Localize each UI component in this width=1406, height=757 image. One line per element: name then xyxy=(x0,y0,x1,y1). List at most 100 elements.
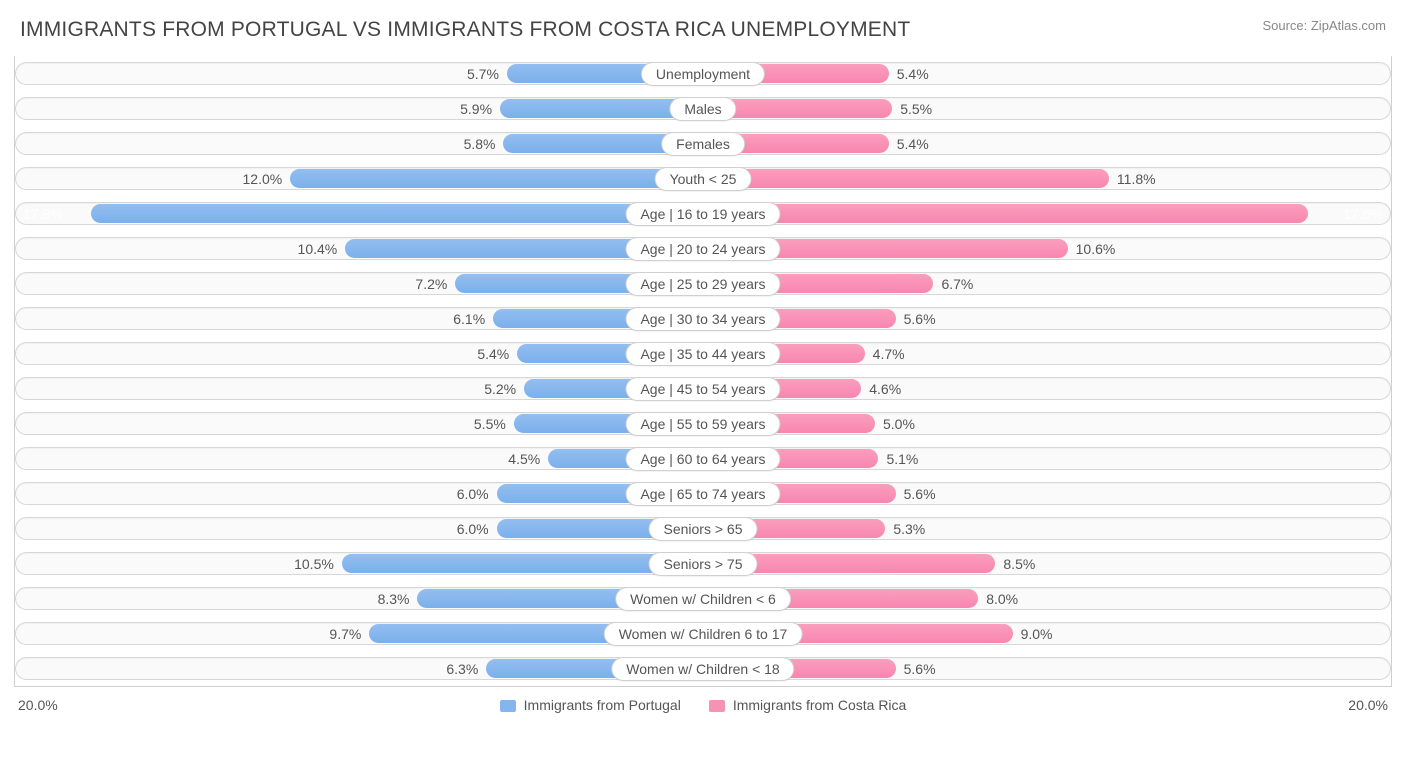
chart-value-right: 5.6% xyxy=(896,476,936,511)
legend-swatch-left xyxy=(500,700,516,712)
chart-value-left: 5.5% xyxy=(474,406,514,441)
chart-half-left: 7.2% xyxy=(15,266,703,301)
chart-half-right: 4.7% xyxy=(703,336,1391,371)
chart-value-right: 8.0% xyxy=(978,581,1018,616)
chart-row: 5.8% 5.4% Females xyxy=(15,126,1391,161)
chart-category-label: Women w/ Children 6 to 17 xyxy=(604,622,803,646)
chart-category-label: Females xyxy=(661,132,745,156)
chart-bar-right xyxy=(703,204,1308,223)
chart-row: 4.5% 5.1%Age | 60 to 64 years xyxy=(15,441,1391,476)
chart-half-left: 4.5% xyxy=(15,441,703,476)
chart-value-right: 10.6% xyxy=(1068,231,1116,266)
chart-value-right: 4.6% xyxy=(861,371,901,406)
chart-half-right: 5.6% xyxy=(703,651,1391,686)
chart-value-right: 5.6% xyxy=(896,301,936,336)
chart-category-label: Age | 20 to 24 years xyxy=(625,237,780,261)
chart-half-right: 4.6% xyxy=(703,371,1391,406)
chart-half-left: 5.8% xyxy=(15,126,703,161)
chart-row: 5.4% 4.7% Age | 35 to 44 years xyxy=(15,336,1391,371)
chart-legend: Immigrants from Portugal Immigrants from… xyxy=(500,697,907,713)
chart-category-label: Age | 35 to 44 years xyxy=(625,342,780,366)
chart-half-right: 5.1% xyxy=(703,441,1391,476)
chart-row: 5.5%5.0%Age | 55 to 59 years xyxy=(15,406,1391,441)
chart-value-left: 7.2% xyxy=(415,266,455,301)
chart-half-right: 8.5% xyxy=(703,546,1391,581)
chart-half-left: 6.0% xyxy=(15,511,703,546)
chart-half-left: 12.0% xyxy=(15,161,703,196)
chart-value-right: 5.4% xyxy=(889,126,929,161)
chart-value-right: 4.7% xyxy=(865,336,905,371)
chart-bar-right xyxy=(703,169,1109,188)
chart-value-left: 6.1% xyxy=(453,301,493,336)
legend-swatch-right xyxy=(709,700,725,712)
chart-value-left: 4.5% xyxy=(508,441,548,476)
chart-row: 6.3%5.6%Women w/ Children < 18 xyxy=(15,651,1391,686)
chart-half-right: 9.0% xyxy=(703,616,1391,651)
chart-value-right: 5.3% xyxy=(885,511,925,546)
chart-half-left: 5.2% xyxy=(15,371,703,406)
chart-half-left: 8.3% xyxy=(15,581,703,616)
chart-category-label: Youth < 25 xyxy=(655,167,752,191)
chart-half-right: 5.4% xyxy=(703,56,1391,91)
chart-row: 6.1% 5.6% Age | 30 to 34 years xyxy=(15,301,1391,336)
chart-row: 9.7% 9.0% Women w/ Children 6 to 17 xyxy=(15,616,1391,651)
chart-row: 5.2% 4.6% Age | 45 to 54 years xyxy=(15,371,1391,406)
chart-half-right: 11.8% xyxy=(703,161,1391,196)
chart-value-left: 5.4% xyxy=(477,336,517,371)
chart-value-left: 5.7% xyxy=(467,56,507,91)
chart-value-right: 5.4% xyxy=(889,56,929,91)
chart-category-label: Unemployment xyxy=(641,62,765,86)
chart-half-left: 5.5% xyxy=(15,406,703,441)
chart-row: 6.0%5.6%Age | 65 to 74 years xyxy=(15,476,1391,511)
chart-half-right: 5.5% xyxy=(703,91,1391,126)
legend-item-left: Immigrants from Portugal xyxy=(500,697,681,713)
chart-category-label: Age | 45 to 54 years xyxy=(625,377,780,401)
chart-half-left: 5.7% xyxy=(15,56,703,91)
chart-value-right: 8.5% xyxy=(995,546,1035,581)
chart-half-left: 9.7% xyxy=(15,616,703,651)
chart-half-right: 10.6% xyxy=(703,231,1391,266)
chart-row: 5.7% 5.4% Unemployment xyxy=(15,56,1391,91)
axis-max-right: 20.0% xyxy=(1348,697,1388,713)
axis-max-left: 20.0% xyxy=(18,697,58,713)
chart-half-left: 6.1% xyxy=(15,301,703,336)
chart-value-left: 17.8% xyxy=(23,196,71,231)
chart-category-label: Age | 30 to 34 years xyxy=(625,307,780,331)
chart-category-label: Women w/ Children < 6 xyxy=(615,587,791,611)
chart-half-left: 5.9% xyxy=(15,91,703,126)
chart-category-label: Age | 16 to 19 years xyxy=(625,202,780,226)
chart-value-right: 11.8% xyxy=(1109,161,1156,196)
chart-value-right: 9.0% xyxy=(1013,616,1053,651)
chart-value-left: 6.3% xyxy=(446,651,486,686)
source-name: ZipAtlas.com xyxy=(1311,18,1386,33)
chart-half-right: 17.6% xyxy=(703,196,1391,231)
chart-value-left: 5.2% xyxy=(484,371,524,406)
chart-bar-left xyxy=(290,169,703,188)
chart-row: 7.2% 6.7% Age | 25 to 29 years xyxy=(15,266,1391,301)
chart-row: 10.5%8.5%Seniors > 75 xyxy=(15,546,1391,581)
chart-value-left: 6.0% xyxy=(457,511,497,546)
chart-value-right: 5.5% xyxy=(892,91,932,126)
chart-title: IMMIGRANTS FROM PORTUGAL VS IMMIGRANTS F… xyxy=(20,18,910,42)
chart-row: 10.4% 10.6% Age | 20 to 24 years xyxy=(15,231,1391,266)
chart-value-left: 5.9% xyxy=(460,91,500,126)
chart-category-label: Males xyxy=(669,97,736,121)
chart-row: 8.3% 8.0% Women w/ Children < 6 xyxy=(15,581,1391,616)
chart-half-left: 6.0% xyxy=(15,476,703,511)
legend-label-left: Immigrants from Portugal xyxy=(524,697,681,713)
chart-half-right: 5.0% xyxy=(703,406,1391,441)
chart-value-right: 6.7% xyxy=(933,266,973,301)
chart-half-left: 10.4% xyxy=(15,231,703,266)
chart-category-label: Age | 25 to 29 years xyxy=(625,272,780,296)
chart-half-left: 17.8% xyxy=(15,196,703,231)
chart-half-left: 10.5% xyxy=(15,546,703,581)
chart-source: Source: ZipAtlas.com xyxy=(1262,18,1386,33)
chart-half-right: 5.3% xyxy=(703,511,1391,546)
chart-value-left: 6.0% xyxy=(457,476,497,511)
chart-half-right: 5.6% xyxy=(703,476,1391,511)
chart-half-right: 5.6% xyxy=(703,301,1391,336)
chart-category-label: Age | 60 to 64 years xyxy=(625,447,780,471)
chart-bar-left xyxy=(91,204,703,223)
chart-half-right: 8.0% xyxy=(703,581,1391,616)
chart-footer: 20.0% Immigrants from Portugal Immigrant… xyxy=(14,687,1392,713)
